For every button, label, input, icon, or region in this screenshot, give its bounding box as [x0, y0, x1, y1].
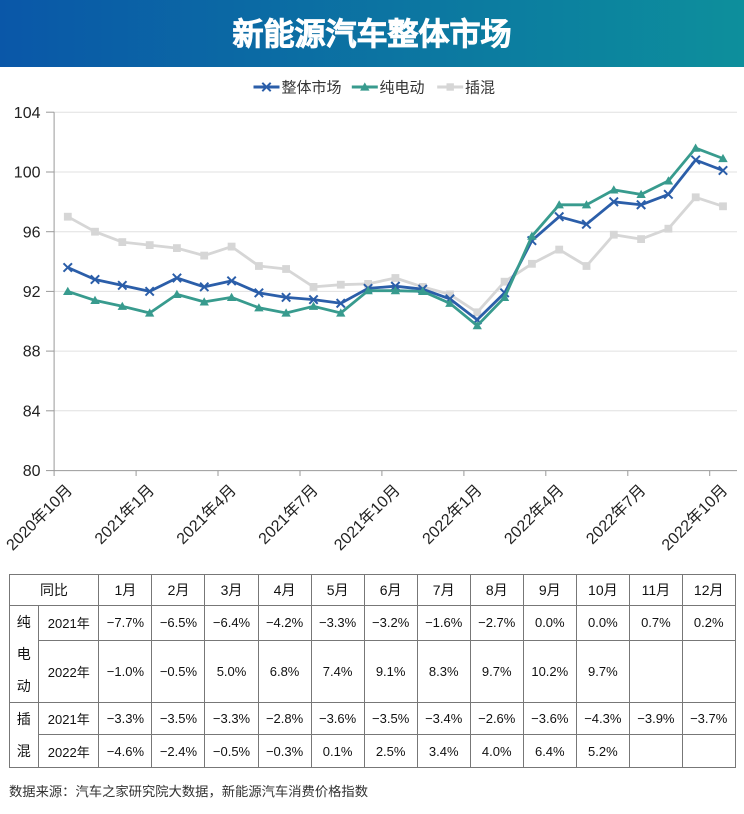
- svg-text:96: 96: [23, 224, 41, 241]
- svg-text:2020年10月: 2020年10月: [3, 481, 76, 554]
- svg-text:插混: 插混: [465, 80, 495, 97]
- svg-text:2022年4月: 2022年4月: [501, 481, 568, 548]
- svg-text:88: 88: [23, 344, 41, 361]
- svg-text:2021年1月: 2021年1月: [91, 481, 158, 548]
- svg-text:104: 104: [14, 105, 41, 122]
- svg-text:2022年1月: 2022年1月: [419, 481, 486, 548]
- svg-text:100: 100: [14, 165, 41, 182]
- svg-text:2021年10月: 2021年10月: [331, 481, 404, 554]
- svg-text:纯电动: 纯电动: [380, 80, 425, 97]
- svg-text:2022年7月: 2022年7月: [583, 481, 650, 548]
- svg-text:80: 80: [23, 463, 41, 480]
- svg-text:92: 92: [23, 284, 41, 301]
- svg-text:整体市场: 整体市场: [282, 80, 342, 97]
- svg-text:2021年4月: 2021年4月: [173, 481, 240, 548]
- svg-text:84: 84: [23, 403, 41, 420]
- svg-text:2021年7月: 2021年7月: [255, 481, 322, 548]
- svg-text:2022年10月: 2022年10月: [658, 481, 731, 554]
